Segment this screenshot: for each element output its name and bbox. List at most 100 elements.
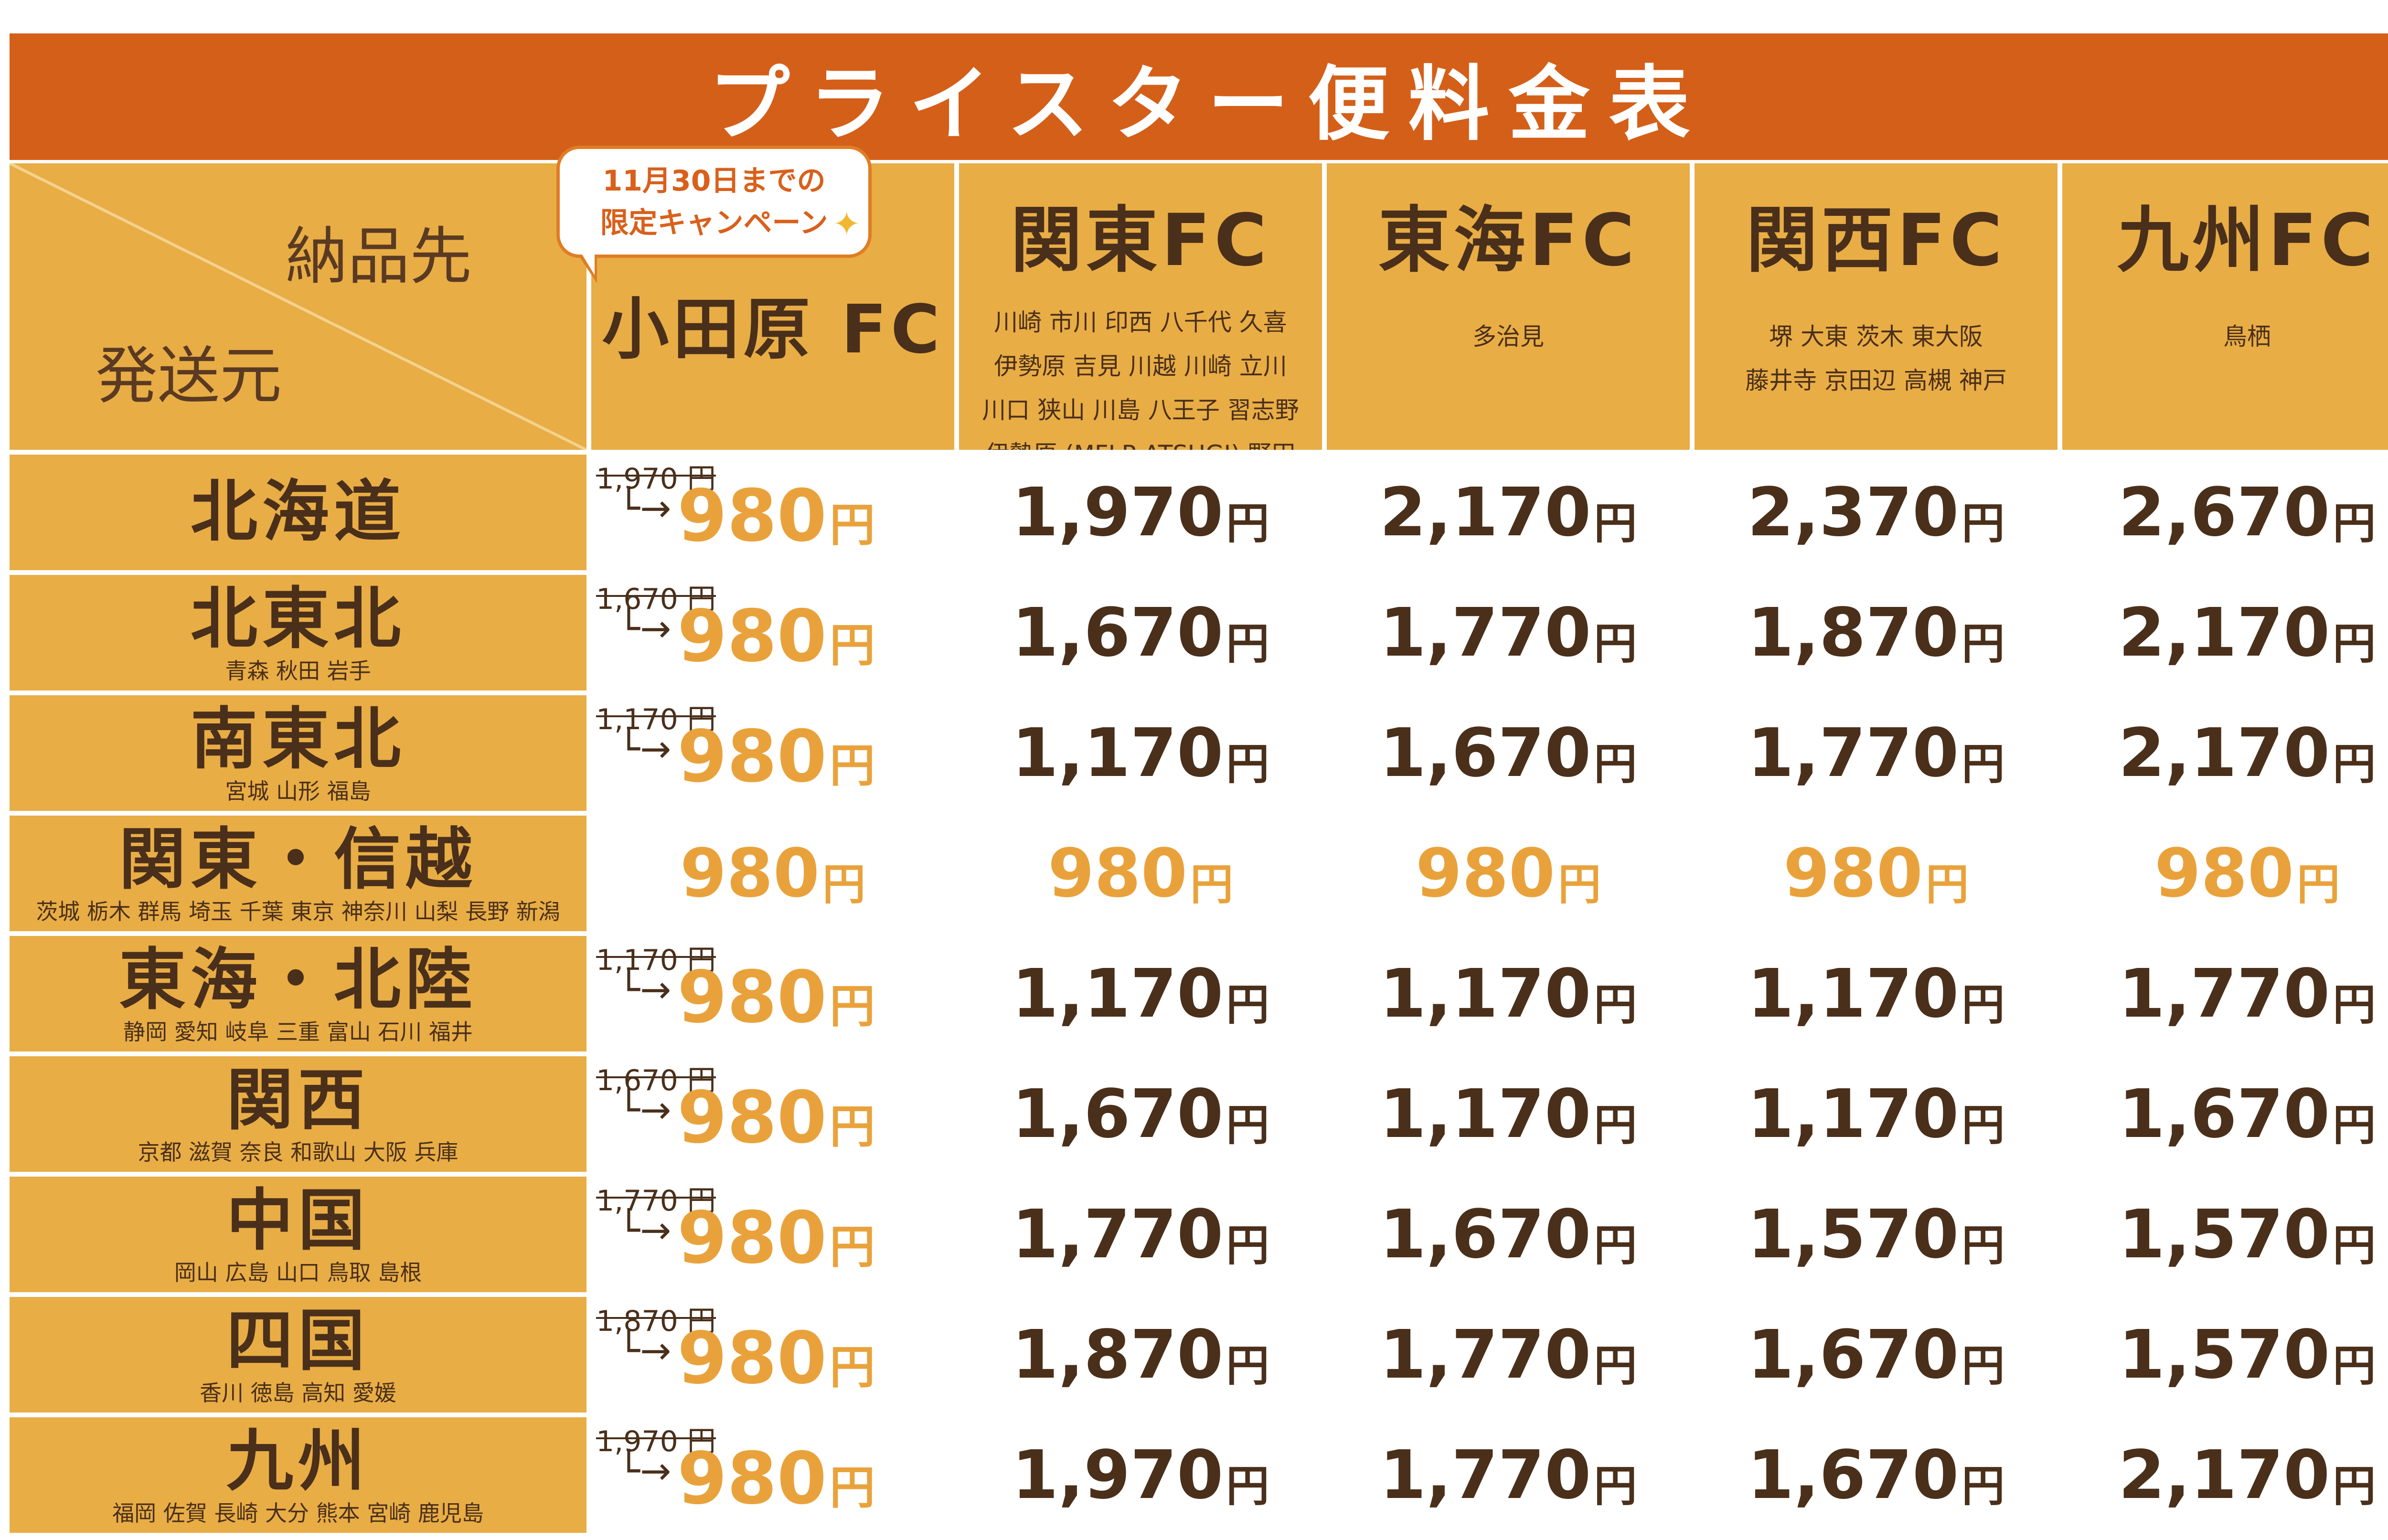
price-value: 1,870 xyxy=(1747,594,1959,672)
column-name: 小田原 FC xyxy=(602,291,944,369)
price-value: 980 xyxy=(677,1317,827,1400)
price-value: 980 xyxy=(1415,834,1556,913)
region-name: 関東・信越 xyxy=(118,821,477,899)
yen-unit: 円 xyxy=(1962,619,2005,669)
city-line: 堺 大東 茨木 東大阪 xyxy=(1769,323,1983,350)
new-price: 980 円 xyxy=(677,595,875,678)
yen-unit: 円 xyxy=(1594,980,1637,1030)
campaign-price-cell: 1,670 円 └→ 980 円 xyxy=(591,1056,954,1172)
price-value: 1,770 xyxy=(1747,714,1959,792)
yen-unit: 円 xyxy=(1962,1341,2005,1391)
row-label: 中国 岡山 広島 山口 鳥取 島根 xyxy=(10,1177,586,1292)
city-line: 川口 狭山 川島 八王子 習志野 xyxy=(982,396,1299,424)
region-name: 南東北 xyxy=(190,701,405,778)
yen-unit: 円 xyxy=(2333,1341,2376,1391)
campaign-bubble: 11月30日までの 限定キャンペーン ✦ xyxy=(556,146,872,258)
city-line: 鳥栖 xyxy=(2223,323,2271,350)
arrow-icon: └→ xyxy=(618,968,672,1011)
price-cell: 1,670 円 xyxy=(2062,1056,2388,1172)
yen-unit: 円 xyxy=(822,860,866,910)
yen-unit: 円 xyxy=(830,1221,875,1274)
old-price: 1,670 円 xyxy=(596,576,716,617)
row-label: 四国 香川 徳島 高知 愛媛 xyxy=(10,1297,586,1413)
new-price: 980 円 xyxy=(677,956,875,1039)
price-cell: 980 円 xyxy=(2062,816,2388,931)
price-cell: 2,370 円 xyxy=(1695,455,2058,570)
price-cell: 1,570 円 xyxy=(2062,1177,2388,1292)
price-cell: 2,170 円 xyxy=(1327,455,1690,570)
region-name: 関西 xyxy=(226,1062,370,1139)
campaign-price-cell: 1,170 円 └→ 980 円 xyxy=(591,695,954,811)
row-label: 北海道 xyxy=(10,455,586,570)
campaign-price-cell: 1,970 円 └→ 980 円 xyxy=(591,455,954,570)
region-prefectures: 青森 秋田 岩手 xyxy=(225,658,371,684)
column-header-kansai: 関西FC 堺 大東 茨木 東大阪 藤井寺 京田辺 高槻 神戸 xyxy=(1695,163,2058,450)
price-value: 980 xyxy=(677,1076,827,1159)
row-label: 九州 福岡 佐賀 長崎 大分 熊本 宮崎 鹿児島 xyxy=(10,1417,586,1533)
price-cell: 1,670 円 xyxy=(1695,1297,2058,1413)
dest-label: 納品先 xyxy=(285,220,472,293)
price-value: 1,570 xyxy=(2118,1316,2330,1394)
price-value: 1,770 xyxy=(1379,594,1591,672)
yen-unit: 円 xyxy=(1594,739,1637,789)
old-price: 1,970 円 xyxy=(596,1418,716,1460)
new-price: 980 円 xyxy=(677,1437,875,1520)
price-cell: 1,770 円 xyxy=(959,1177,1322,1292)
price-cell: 2,170 円 xyxy=(2062,695,2388,811)
yen-unit: 円 xyxy=(2333,1100,2376,1150)
region-name: 九州 xyxy=(226,1423,370,1500)
price-value: 1,670 xyxy=(1379,1195,1591,1274)
yen-unit: 円 xyxy=(1594,499,1637,549)
price-cell: 1,970 円 xyxy=(959,455,1322,570)
campaign-line-1: 11月30日までの xyxy=(602,164,826,198)
price-cell: 2,670 円 xyxy=(2062,455,2388,570)
yen-unit: 円 xyxy=(1926,860,1969,910)
yen-unit: 円 xyxy=(1962,1100,2005,1150)
price-cell: 1,670 円 xyxy=(1695,1417,2058,1533)
price-cell: 1,170 円 xyxy=(1327,936,1690,1051)
new-price: 980 円 xyxy=(677,1317,875,1400)
yen-unit: 円 xyxy=(1558,860,1601,910)
price-value: 2,170 xyxy=(2118,714,2330,792)
column-cities: 堺 大東 茨木 東大阪 藤井寺 京田辺 高槻 神戸 xyxy=(1738,315,2015,403)
yen-unit: 円 xyxy=(1190,860,1234,910)
new-price: 980 円 xyxy=(677,1076,875,1159)
price-cell: 1,870 円 xyxy=(1695,575,2058,690)
yen-unit: 円 xyxy=(1962,1221,2005,1271)
yen-unit: 円 xyxy=(1962,739,2005,789)
yen-unit: 円 xyxy=(830,1341,875,1394)
column-name: 関西FC xyxy=(1746,199,2006,282)
yen-unit: 円 xyxy=(1226,619,1269,669)
campaign-price-cell: 1,770 円 └→ 980 円 xyxy=(591,1177,954,1292)
price-value: 980 xyxy=(1047,834,1188,913)
region-name: 東海・北陸 xyxy=(118,941,477,1019)
yen-unit: 円 xyxy=(2333,619,2376,669)
price-value: 980 xyxy=(677,1437,827,1520)
price-value: 1,770 xyxy=(2118,955,2330,1033)
old-price: 1,670 円 xyxy=(596,1057,716,1099)
price-cell: 1,770 円 xyxy=(2062,936,2388,1051)
yen-unit: 円 xyxy=(2333,980,2376,1030)
price-value: 1,570 xyxy=(2118,1195,2330,1274)
corner-header: 納品先 発送元 xyxy=(10,163,586,450)
row-label: 関西 京都 滋賀 奈良 和歌山 大阪 兵庫 xyxy=(10,1056,586,1172)
price-value: 980 xyxy=(677,1197,827,1280)
price-cell: 1,170 円 xyxy=(1695,1056,2058,1172)
column-header-kyushu: 九州FC 鳥栖 xyxy=(2062,163,2388,450)
price-cell: 1,670 円 xyxy=(959,575,1322,690)
arrow-icon: └→ xyxy=(618,1209,672,1252)
bubble-tail-inner xyxy=(581,253,595,275)
row-label: 関東・信越 茨城 栃木 群馬 埼玉 千葉 東京 神奈川 山梨 長野 新潟 xyxy=(10,816,586,931)
city-line: 藤井寺 京田辺 高槻 神戸 xyxy=(1745,367,2007,394)
price-value: 1,170 xyxy=(1012,955,1224,1033)
column-name: 関東FC xyxy=(1010,199,1271,282)
price-cell: 980 円 xyxy=(1327,816,1690,931)
yen-unit: 円 xyxy=(2333,1221,2376,1271)
old-price: 1,770 円 xyxy=(596,1178,716,1219)
arrow-icon: └→ xyxy=(618,728,672,771)
yen-unit: 円 xyxy=(1226,499,1269,549)
column-name: 東海FC xyxy=(1378,199,1639,282)
price-cell: 980 円 xyxy=(959,816,1322,931)
price-cell: 1,770 円 xyxy=(1695,695,2058,811)
arrow-icon: └→ xyxy=(618,487,672,530)
